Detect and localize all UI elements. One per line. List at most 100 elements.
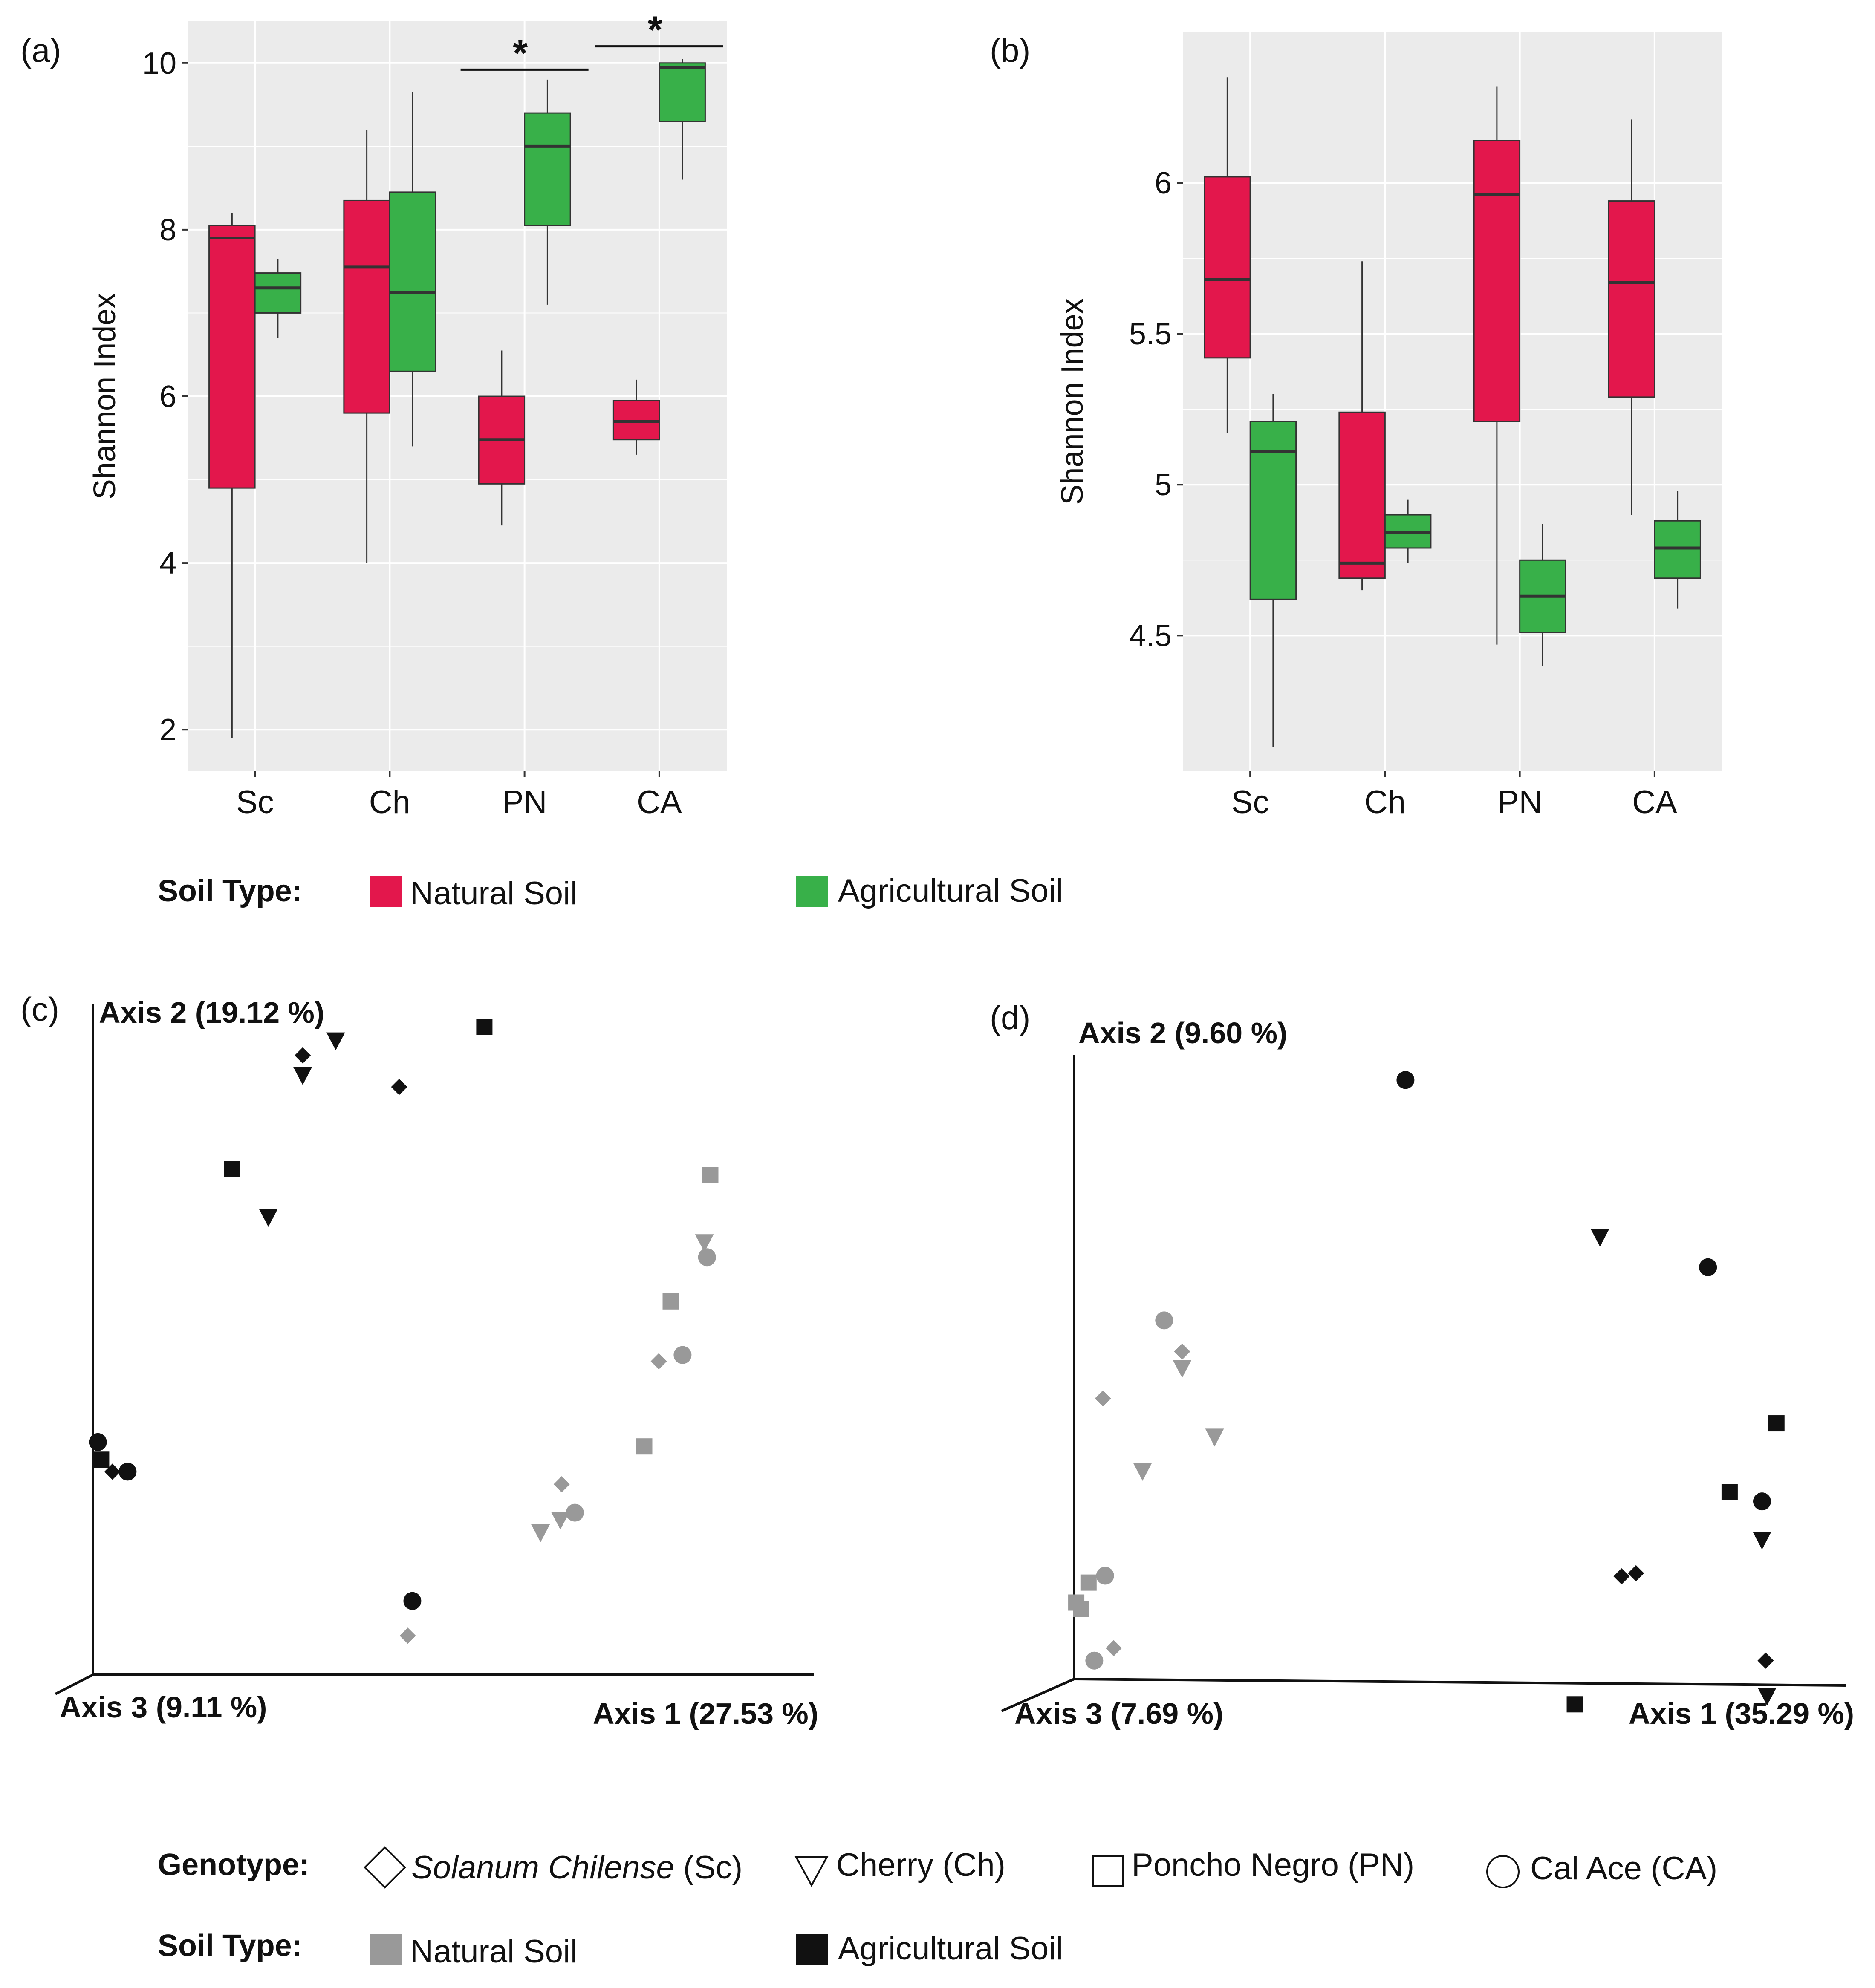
pcoa-d-axis1-label: Axis 1 (35.29 %) (1629, 1697, 1854, 1730)
boxplot-legend-title: Soil Type: (158, 874, 302, 908)
legend-genotype-sc: Solanum Chilense (Sc) (411, 1850, 742, 1886)
y-tick-label: 4 (159, 546, 176, 580)
point-triangle (1173, 1360, 1192, 1378)
point-square (636, 1438, 653, 1455)
point-triangle (695, 1234, 714, 1252)
point-circle (403, 1592, 422, 1610)
legend-diamond-icon (364, 1846, 406, 1889)
box-CA-natural (612, 379, 660, 455)
box-PN-natural (1473, 86, 1521, 645)
x-category-label: Ch (369, 784, 410, 820)
pcoa-d-axis1-line (1074, 1678, 1846, 1687)
y-tick-label: 8 (159, 213, 176, 247)
box-CA-agricultural (659, 59, 706, 180)
point-triangle (293, 1067, 312, 1085)
pcoa-d-axis3-line (1001, 1678, 1075, 1712)
plot-background (1183, 32, 1722, 771)
box-Ch-agricultural (389, 92, 436, 447)
pcoa-panel-c: Axis 2 (19.12 %) Axis 1 (27.53 %) Axis 3… (55, 996, 818, 1730)
y-tick-label: 4.5 (1129, 619, 1172, 653)
point-circle (1085, 1651, 1104, 1670)
point-triangle (1752, 1532, 1771, 1550)
point-square (1721, 1484, 1738, 1500)
legend-circle-icon (1486, 1855, 1520, 1888)
y-axis-title: Shannon Index (88, 293, 122, 499)
point-circle (1753, 1492, 1771, 1511)
y-tick-label: 10 (142, 46, 176, 81)
point-circle (566, 1503, 584, 1522)
legend-swatch-natural-gray (370, 1934, 402, 1965)
point-circle (1155, 1311, 1173, 1330)
point-triangle (259, 1209, 278, 1227)
point-triangle (1133, 1463, 1152, 1481)
point-square (224, 1161, 240, 1177)
box-PN-natural (478, 350, 526, 526)
box-Sc-natural (208, 213, 256, 738)
point-square (1566, 1696, 1583, 1713)
pcoa-c-axis3-label: Axis 3 (9.11 %) (60, 1691, 267, 1724)
box-Sc-agricultural (254, 259, 302, 338)
box-PN-agricultural (524, 79, 571, 305)
boxplot-panel-b: 4.5 5 5.5 6 Sc Ch PN CA Shannon Index (1055, 32, 1722, 820)
point-circle (1699, 1258, 1717, 1276)
box-body (1608, 200, 1655, 398)
point-circle (118, 1463, 137, 1481)
box-body (659, 62, 706, 122)
y-tick-label: 6 (159, 380, 176, 414)
y-axis-title: Shannon Index (1055, 298, 1089, 505)
pcoa-panel-d: Axis 2 (9.60 %) Axis 1 (35.29 %) Axis 3 … (1001, 1016, 1854, 1730)
box-body (1338, 411, 1386, 579)
panel-label-a: (a) (20, 32, 61, 69)
legend-label-natural: Natural Soil (410, 875, 578, 912)
point-square (1768, 1415, 1785, 1432)
panel-label-b: (b) (990, 32, 1030, 69)
legend-swatch-agricultural-black (796, 1934, 828, 1965)
box-body (1654, 520, 1701, 579)
point-triangle (1590, 1229, 1609, 1247)
legend-genotype-pn: Poncho Negro (PN) (1132, 1847, 1414, 1883)
point-triangle (1205, 1428, 1224, 1447)
pcoa-c-axis1-label: Axis 1 (27.53 %) (593, 1697, 818, 1730)
point-diamond (399, 1627, 416, 1644)
x-category-label: CA (637, 784, 682, 820)
panel-label-c: (c) (20, 990, 59, 1028)
x-category-label: Sc (236, 784, 274, 820)
pcoa-d-axis3-label: Axis 3 (7.69 %) (1014, 1697, 1223, 1730)
legend-label-natural-gray: Natural Soil (410, 1933, 578, 1970)
point-diamond (1628, 1565, 1644, 1581)
box-body (1384, 514, 1432, 549)
box-body (1473, 140, 1521, 422)
legend-genotype-sc-rest: (Sc) (674, 1850, 742, 1886)
box-body (254, 272, 302, 314)
legend-genotype-ca: Cal Ace (CA) (1530, 1850, 1717, 1887)
significance-star: * (647, 9, 662, 52)
point-diamond (295, 1047, 311, 1064)
legend-label-agricultural: Agricultural Soil (838, 873, 1063, 909)
pcoa-soil-legend-title: Soil Type: (158, 1929, 302, 1963)
genotype-legend-title: Genotype: (158, 1848, 309, 1882)
pcoa-soil-legend: Soil Type: Natural Soil Agricultural Soi… (158, 1929, 1063, 1970)
point-triangle (551, 1512, 570, 1530)
box-body (1204, 176, 1251, 359)
point-circle (1096, 1567, 1114, 1585)
legend-genotype-sc-italic: Solanum Chilense (411, 1850, 674, 1886)
point-diamond (1105, 1640, 1122, 1656)
y-tick-label: 5 (1155, 468, 1172, 502)
pcoa-c-axis2-label: Axis 2 (19.12 %) (99, 996, 324, 1029)
boxplot-panel-a: 2 4 6 8 10 Sc Ch PN CA Shannon Index * * (88, 9, 727, 820)
point-square (662, 1293, 679, 1310)
point-triangle (1757, 1688, 1777, 1706)
point-square (476, 1019, 493, 1035)
y-tick-label: 5.5 (1129, 317, 1172, 351)
point-circle (698, 1248, 716, 1267)
box-Sc-natural (1204, 77, 1251, 433)
legend-square-icon (1092, 1855, 1124, 1887)
box-body (208, 225, 256, 489)
point-diamond (104, 1463, 121, 1480)
point-diamond (1757, 1652, 1774, 1669)
point-diamond (1613, 1568, 1630, 1584)
point-circle (673, 1346, 692, 1364)
x-category-label: Sc (1231, 784, 1269, 820)
point-diamond (553, 1476, 570, 1492)
